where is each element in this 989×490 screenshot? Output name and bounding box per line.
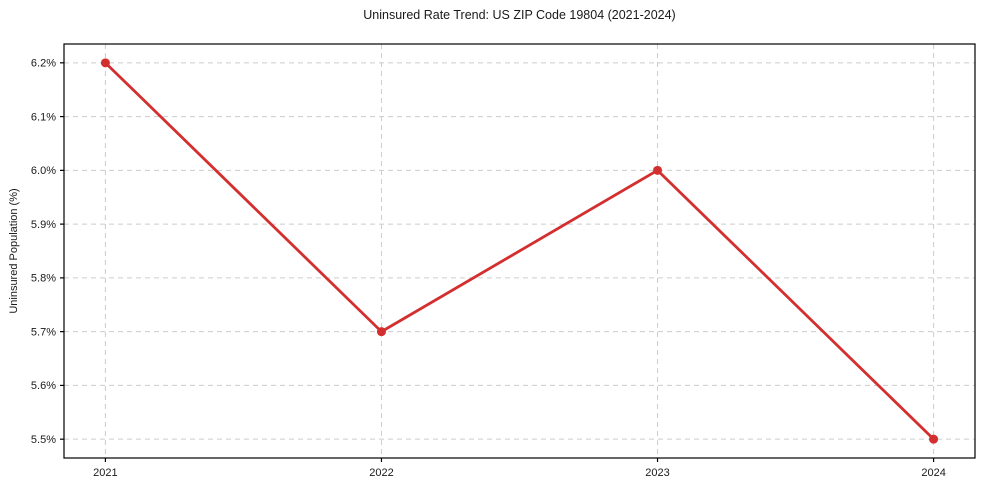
y-tick-label: 5.8% (31, 273, 56, 285)
x-tick-label: 2023 (645, 467, 669, 479)
data-point-marker (929, 434, 939, 444)
data-point-marker (100, 58, 110, 68)
chart-title: Uninsured Rate Trend: US ZIP Code 19804 … (363, 8, 676, 22)
y-tick-label: 6.1% (31, 111, 56, 123)
data-point-marker (376, 327, 386, 337)
y-tick-label: 5.9% (31, 219, 56, 231)
x-tick-label: 2024 (921, 467, 945, 479)
y-tick-label: 5.7% (31, 326, 56, 338)
x-tick-label: 2022 (369, 467, 393, 479)
y-tick-label: 5.6% (31, 380, 56, 392)
y-tick-label: 5.5% (31, 434, 56, 446)
x-tick-label: 2021 (93, 467, 117, 479)
y-tick-label: 6.2% (31, 58, 56, 70)
trend-line (104, 61, 935, 441)
data-point-marker (653, 165, 663, 175)
y-tick-label: 6.0% (31, 165, 56, 177)
plot-border (63, 43, 976, 459)
